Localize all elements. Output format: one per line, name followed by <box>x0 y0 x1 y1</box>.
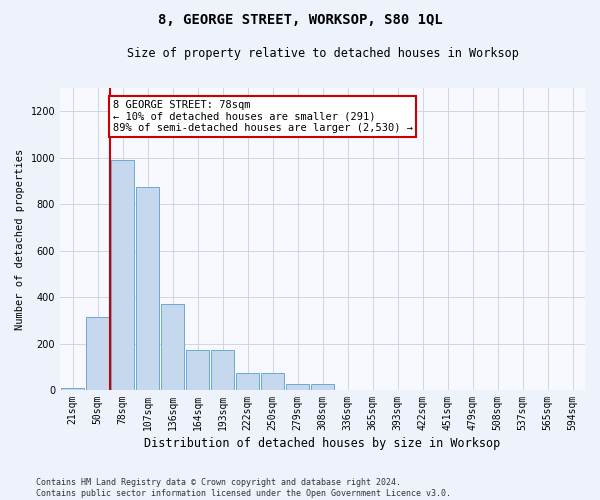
Bar <box>61 388 84 390</box>
Text: 8, GEORGE STREET, WORKSOP, S80 1QL: 8, GEORGE STREET, WORKSOP, S80 1QL <box>158 12 442 26</box>
Bar <box>286 384 309 390</box>
Bar <box>261 372 284 390</box>
Bar <box>111 160 134 390</box>
Bar <box>161 304 184 390</box>
Bar <box>236 372 259 390</box>
Bar <box>211 350 234 390</box>
Y-axis label: Number of detached properties: Number of detached properties <box>15 148 25 330</box>
Bar <box>311 384 334 390</box>
Bar <box>86 317 109 390</box>
Title: Size of property relative to detached houses in Worksop: Size of property relative to detached ho… <box>127 48 518 60</box>
Text: Contains HM Land Registry data © Crown copyright and database right 2024.
Contai: Contains HM Land Registry data © Crown c… <box>36 478 451 498</box>
X-axis label: Distribution of detached houses by size in Worksop: Distribution of detached houses by size … <box>145 437 500 450</box>
Text: 8 GEORGE STREET: 78sqm
← 10% of detached houses are smaller (291)
89% of semi-de: 8 GEORGE STREET: 78sqm ← 10% of detached… <box>113 100 413 133</box>
Bar <box>136 186 159 390</box>
Bar <box>186 350 209 390</box>
